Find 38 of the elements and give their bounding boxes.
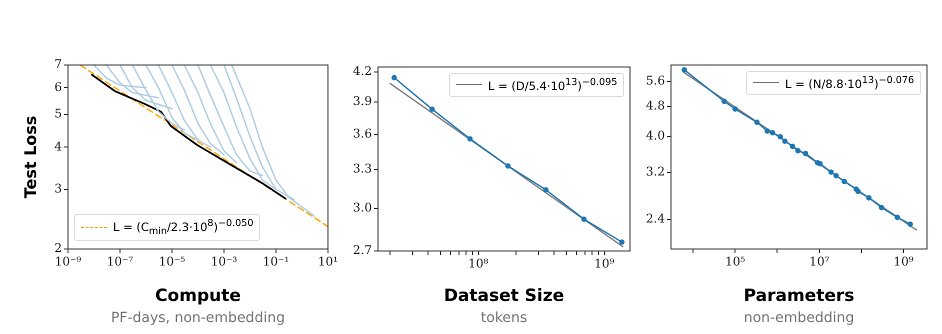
y-tick-label: 2.7 bbox=[352, 243, 372, 258]
x-tick-label: 10⁹ bbox=[594, 256, 615, 270]
x-axis-title: Parameters bbox=[744, 286, 854, 306]
x-tick-label: 10⁻⁵ bbox=[158, 254, 186, 268]
y-tick-label: 3.6 bbox=[352, 126, 372, 140]
y-tick-label: 3 bbox=[54, 182, 62, 196]
x-tick-label: 10⁻³ bbox=[210, 254, 238, 268]
x-tick-label: 10⁸ bbox=[468, 256, 489, 270]
y-tick-label: 4.8 bbox=[646, 98, 665, 113]
x-tick-label: 10⁻⁷ bbox=[106, 254, 134, 268]
y-tick-label: 2.4 bbox=[646, 211, 666, 226]
y-axis-title: Test Loss bbox=[20, 116, 40, 198]
y-tick-label: 4.2 bbox=[352, 64, 372, 78]
x-tick-label: 10⁻⁹ bbox=[54, 254, 82, 268]
y-tick-label: 3.9 bbox=[352, 94, 372, 108]
legend-label: L = (C$_{min}$/2.3·10$^{8}$)$^{−0.050}$ bbox=[113, 218, 254, 238]
y-tick-label: 3.0 bbox=[352, 200, 372, 214]
y-tick-label: 4.0 bbox=[646, 128, 665, 142]
x-tick-label: 10⁻¹ bbox=[262, 254, 290, 268]
x-tick-label: 10¹ bbox=[318, 254, 338, 268]
y-tick-label: 3.3 bbox=[352, 162, 372, 176]
text: non-embedding bbox=[744, 310, 854, 326]
y-tick-label: 4 bbox=[54, 139, 62, 154]
x-tick-label: 10⁷ bbox=[809, 254, 830, 268]
text: PF-days, non-embedding bbox=[110, 310, 285, 326]
text: tokens bbox=[480, 310, 528, 326]
y-tick-label: 6 bbox=[54, 80, 62, 94]
x-axis-title: Dataset Size bbox=[444, 286, 564, 306]
x-tick-label: 10⁹ bbox=[894, 254, 914, 268]
x-axis-title: Compute bbox=[155, 286, 241, 306]
legend-label: L = (N/8.8·10$^{13}$)$^{−0.076}$ bbox=[785, 75, 914, 91]
legend-label: L = (D/5.4·10$^{13}$)$^{−0.095}$ bbox=[488, 77, 618, 93]
y-tick-label: 2 bbox=[54, 241, 62, 256]
y-tick-label: 5.6 bbox=[646, 74, 665, 88]
y-tick-label: 3.2 bbox=[646, 164, 665, 179]
x-tick-label: 10⁵ bbox=[725, 254, 746, 268]
y-tick-label: 5 bbox=[54, 106, 62, 121]
y-tick-label: 7 bbox=[54, 57, 62, 72]
